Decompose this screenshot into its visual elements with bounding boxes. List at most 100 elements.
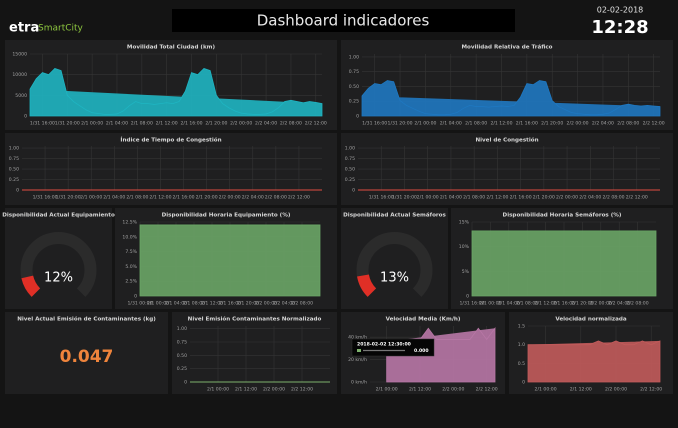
y-tick-label: 20 km/h bbox=[348, 357, 367, 363]
x-tick-label: 2/1 12:00 bbox=[486, 195, 508, 201]
area bbox=[139, 224, 321, 297]
x-tick-label: 2/1 20:00 bbox=[205, 121, 227, 127]
gauge-label: 13% bbox=[380, 271, 409, 286]
date: 02-02-2018 bbox=[597, 6, 644, 15]
x-tick-label: 2/1 04:00 bbox=[106, 121, 128, 127]
x-tick-label: 2/1 00:00 bbox=[147, 301, 169, 307]
area bbox=[29, 68, 323, 117]
y-tick-label: 0.50 bbox=[345, 167, 355, 173]
x-tick-label: 2/1 08:00 bbox=[126, 195, 148, 201]
x-tick-label: 2/1 04:00 bbox=[440, 121, 462, 127]
y-tick-label: 0 bbox=[184, 380, 187, 386]
title-bar bbox=[172, 9, 515, 32]
x-tick-label: 2/1 04:00 bbox=[165, 301, 187, 307]
x-tick-label: 2/2 00:00 bbox=[219, 195, 241, 201]
y-tick-label: 0.5 bbox=[518, 361, 525, 367]
y-tick-label: 0.75 bbox=[345, 156, 355, 162]
gauge-track bbox=[20, 232, 97, 297]
panel-title: Movilidad Relativa de Tráfico bbox=[461, 44, 552, 51]
y-tick-label: 0.25 bbox=[177, 366, 187, 372]
y-tick-label: 0 bbox=[522, 380, 525, 386]
x-tick-label: 2/1 00:00 bbox=[207, 387, 229, 393]
x-tick-label: 2/1 12:00 bbox=[535, 301, 557, 307]
x-tick-label: 2/2 04:00 bbox=[242, 195, 264, 201]
x-tick-label: 2/2 08:00 bbox=[280, 121, 302, 127]
x-tick-label: 2/2 08:00 bbox=[265, 195, 287, 201]
y-tick-label: 0.75 bbox=[177, 340, 187, 346]
x-tick-label: 2/1 12:00 bbox=[235, 387, 257, 393]
panel bbox=[5, 208, 112, 309]
x-tick-label: 2/1 08:00 bbox=[463, 195, 485, 201]
x-tick-label: 2/2 00:00 bbox=[230, 121, 252, 127]
panel bbox=[341, 208, 448, 309]
panel bbox=[172, 312, 337, 394]
y-tick-label: 0.50 bbox=[9, 167, 19, 173]
x-tick-label: 2/2 08:00 bbox=[627, 301, 649, 307]
panel-title: Velocidad Media (Km/h) bbox=[386, 317, 461, 323]
x-tick-label: 2/1 00:00 bbox=[479, 301, 501, 307]
x-tick-label: 2/1 00:00 bbox=[81, 121, 103, 127]
x-tick-label: 1/31 16:00 bbox=[33, 195, 58, 201]
x-tick-label: 2/1 12:00 bbox=[490, 121, 512, 127]
tooltip-value: 0.000 bbox=[414, 348, 429, 354]
x-tick-label: 2/2 12:00 bbox=[626, 195, 648, 201]
panel-title: Disponibilidad Actual Semáforos bbox=[343, 212, 446, 219]
x-tick-label: 2/1 16:00 bbox=[510, 195, 532, 201]
x-tick-label: 1/31 16:00 bbox=[30, 121, 55, 127]
y-tick-label: 0.75 bbox=[349, 69, 359, 75]
x-tick-label: 2/1 20:00 bbox=[571, 301, 593, 307]
y-tick-label: 5.0% bbox=[125, 264, 137, 270]
x-tick-label: 2/2 08:00 bbox=[602, 195, 624, 201]
gauge-value bbox=[21, 275, 41, 297]
panel-title: Disponibilidad Horaria Semáforos (%) bbox=[503, 212, 622, 219]
x-tick-label: 2/1 12:00 bbox=[149, 195, 171, 201]
y-tick-label: 0 km/h bbox=[351, 380, 367, 386]
x-tick-label: 2/2 08:00 bbox=[617, 121, 639, 127]
y-tick-label: 10000 bbox=[12, 72, 27, 78]
x-tick-label: 1/31 20:00 bbox=[55, 121, 80, 127]
clock: 12:28 bbox=[591, 17, 648, 38]
x-tick-label: 2/1 12:00 bbox=[201, 301, 223, 307]
gauge-label: 12% bbox=[44, 271, 73, 286]
panel-title: Índice de Tiempo de Congestión bbox=[120, 136, 221, 144]
panel-title: Nivel Emisión Contaminantes Normalizado bbox=[188, 316, 322, 323]
y-tick-label: 0.75 bbox=[9, 156, 19, 162]
y-tick-label: 10.0% bbox=[122, 234, 137, 240]
x-tick-label: 2/1 16:00 bbox=[516, 121, 538, 127]
area bbox=[361, 80, 661, 117]
x-tick-label: 2/1 08:00 bbox=[131, 121, 153, 127]
x-tick-label: 1/31 16:00 bbox=[369, 195, 394, 201]
tooltip-swatch bbox=[357, 349, 361, 352]
x-tick-label: 2/2 12:00 bbox=[640, 387, 662, 393]
x-tick-label: 2/1 04:00 bbox=[498, 301, 520, 307]
panel bbox=[5, 312, 168, 394]
x-tick-label: 2/2 00:00 bbox=[567, 121, 589, 127]
x-tick-label: 2/2 04:00 bbox=[579, 195, 601, 201]
x-tick-label: 2/1 20:00 bbox=[533, 195, 555, 201]
y-tick-label: 15000 bbox=[12, 52, 27, 58]
y-tick-label: 10% bbox=[459, 244, 470, 250]
gauge-value bbox=[357, 274, 377, 297]
x-tick-label: 2/2 12:00 bbox=[643, 121, 665, 127]
y-tick-label: 0.25 bbox=[9, 177, 19, 183]
x-tick-label: 2/2 00:00 bbox=[263, 387, 285, 393]
y-tick-label: 1.00 bbox=[349, 54, 359, 60]
gauge-track bbox=[356, 232, 433, 297]
x-tick-label: 2/1 00:00 bbox=[414, 121, 436, 127]
x-tick-label: 2/2 12:00 bbox=[291, 387, 313, 393]
panel-title: Nivel de Congestión bbox=[475, 137, 538, 144]
x-tick-label: 1/31 00:00 bbox=[127, 301, 152, 307]
x-tick-label: 2/1 12:00 bbox=[570, 387, 592, 393]
panel-title: Nivel Actual Emisión de Contaminantes (k… bbox=[17, 316, 156, 323]
y-tick-label: 2.5% bbox=[125, 279, 137, 285]
x-tick-label: 1/31 16:00 bbox=[459, 301, 484, 307]
x-tick-label: 1/31 20:00 bbox=[388, 121, 413, 127]
x-tick-label: 2/1 00:00 bbox=[535, 387, 557, 393]
x-tick-label: 1/31 20:00 bbox=[392, 195, 417, 201]
y-tick-label: 0 bbox=[352, 188, 355, 194]
x-tick-label: 2/2 04:00 bbox=[608, 301, 630, 307]
x-tick-label: 2/2 00:00 bbox=[442, 387, 464, 393]
x-tick-label: 2/1 00:00 bbox=[417, 195, 439, 201]
y-tick-label: 1.00 bbox=[345, 146, 355, 152]
x-tick-label: 2/1 20:00 bbox=[196, 195, 218, 201]
